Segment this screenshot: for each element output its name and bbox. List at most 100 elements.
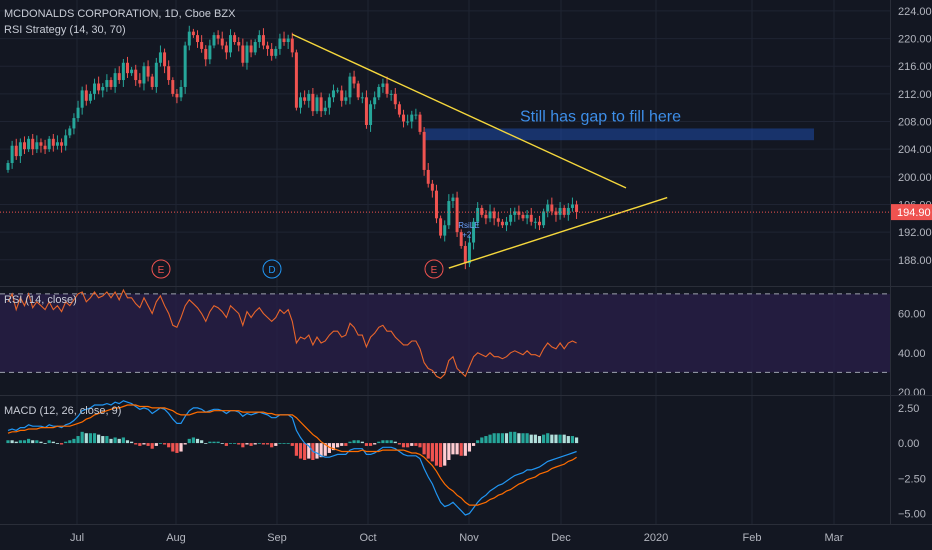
candle-body (509, 214, 513, 222)
trendline-resistance[interactable] (291, 33, 627, 189)
candle-body (455, 197, 459, 233)
candle-body (93, 83, 97, 94)
macd-hist-bar (64, 441, 68, 444)
candle-body (505, 221, 509, 226)
macd-hist-bar (434, 443, 439, 466)
last-price-label: 194.90 (897, 207, 931, 219)
price-axis[interactable]: 188.00192.00196.00200.00204.00208.00212.… (898, 6, 932, 267)
time-tick-label: 2020 (644, 532, 668, 544)
candle-body (488, 211, 492, 219)
candle-body (381, 83, 385, 87)
candle-body (385, 83, 389, 94)
candle-body (360, 97, 364, 99)
time-axis[interactable]: Jul Aug Sep Oct Nov Dec 2020 Feb Mar (70, 532, 844, 544)
gap-annotation-text: Still has gap to fill here (520, 109, 681, 126)
macd-hist-bar (298, 443, 303, 459)
macd-hist-bar (274, 443, 278, 446)
signal-label-rsile: RsiLE (458, 221, 479, 230)
macd-hist-bar (336, 443, 340, 448)
macd-hist-bar (455, 443, 459, 455)
macd-hist-bar (167, 443, 171, 448)
candle-body (55, 142, 59, 146)
macd-hist-bar (270, 443, 274, 448)
rsi-title: RSI (14, close) (4, 294, 77, 306)
macd-axis[interactable]: 2.50 0.00 −2.50 −5.00 (898, 403, 926, 521)
macd-hist-bar (529, 434, 533, 444)
symbol-legend[interactable]: MCDONALDS CORPORATION, 1D, Cboe BZX (4, 8, 237, 20)
macd-legend[interactable]: MACD (12, 26, close, 9) (4, 405, 123, 417)
macd-hist-bar (500, 433, 504, 444)
candle-body (35, 142, 39, 150)
macd-hist-bar (92, 433, 97, 444)
candle-body (80, 90, 84, 108)
candle-body (542, 211, 546, 226)
candle-body (303, 97, 307, 101)
candle-body (356, 83, 360, 98)
candle-body (10, 145, 14, 164)
candle-body (241, 45, 245, 63)
macd-hist-bar (303, 443, 307, 460)
candle-body (51, 138, 55, 146)
candle-body (410, 114, 414, 122)
candle-body (422, 131, 426, 170)
candle-body (443, 225, 447, 236)
macd-panel[interactable]: 2.50 0.00 −2.50 −5.00 (6, 400, 926, 521)
candle-body (307, 93, 311, 101)
candle-body (64, 135, 68, 146)
candle-body (31, 138, 35, 150)
macd-hist-bar (327, 443, 331, 453)
candle-body (171, 80, 175, 94)
macd-hist-bar (212, 441, 216, 444)
macd-hist-bar (521, 433, 525, 444)
candle-body (434, 190, 438, 219)
macd-hist-bar (257, 443, 261, 444)
candle-body (117, 73, 121, 81)
candle-body (331, 90, 335, 98)
macd-hist-bar (6, 440, 10, 444)
candle-body (257, 35, 261, 43)
macd-hist-bar (574, 437, 579, 444)
macd-hist-bar (492, 433, 496, 444)
strategy-legend[interactable]: RSI Strategy (14, 30, 70) (4, 24, 128, 36)
rsi-panel[interactable]: 20.00 40.00 60.00 (0, 288, 926, 399)
candle-body (14, 145, 18, 157)
macd-hist-bar (323, 443, 327, 456)
candle-body (364, 97, 368, 125)
macd-hist-bar (393, 441, 397, 444)
candle-body (414, 114, 418, 116)
macd-hist-bar (43, 443, 47, 444)
rsi-line (7, 288, 577, 379)
candle-body (344, 97, 348, 101)
macd-hist-bar (142, 443, 146, 445)
macd-hist-bar (443, 443, 447, 466)
macd-hist-bar (410, 443, 414, 446)
macd-hist-bar (513, 431, 517, 444)
candle-body (154, 62, 158, 87)
price-tick-label: 212.00 (898, 89, 932, 101)
macd-hist-bar (488, 434, 492, 444)
rsi-legend[interactable]: RSI (14, close) (4, 294, 79, 306)
rsi-tick-label: 40.00 (898, 348, 926, 360)
candlesticks (6, 25, 579, 270)
macd-hist-bar (418, 443, 422, 448)
trendline-support[interactable] (448, 196, 668, 269)
candle-body (84, 90, 88, 101)
macd-hist-bar (51, 441, 55, 444)
candle-body (439, 218, 443, 236)
candle-body (270, 48, 274, 56)
candle-body (204, 48, 208, 60)
macd-hist-bar (105, 436, 109, 444)
candle-body (566, 207, 570, 215)
candle-body (496, 218, 500, 222)
candle-body (274, 48, 278, 56)
candle-body (237, 42, 241, 46)
earnings-marker-circle (151, 259, 171, 279)
earnings-marker-label: E (158, 265, 165, 276)
candle-body (340, 90, 344, 101)
macd-hist-bar (504, 433, 509, 444)
candle-body (60, 142, 64, 146)
macd-hist-bar (14, 441, 18, 444)
macd-hist-bar (237, 443, 241, 445)
